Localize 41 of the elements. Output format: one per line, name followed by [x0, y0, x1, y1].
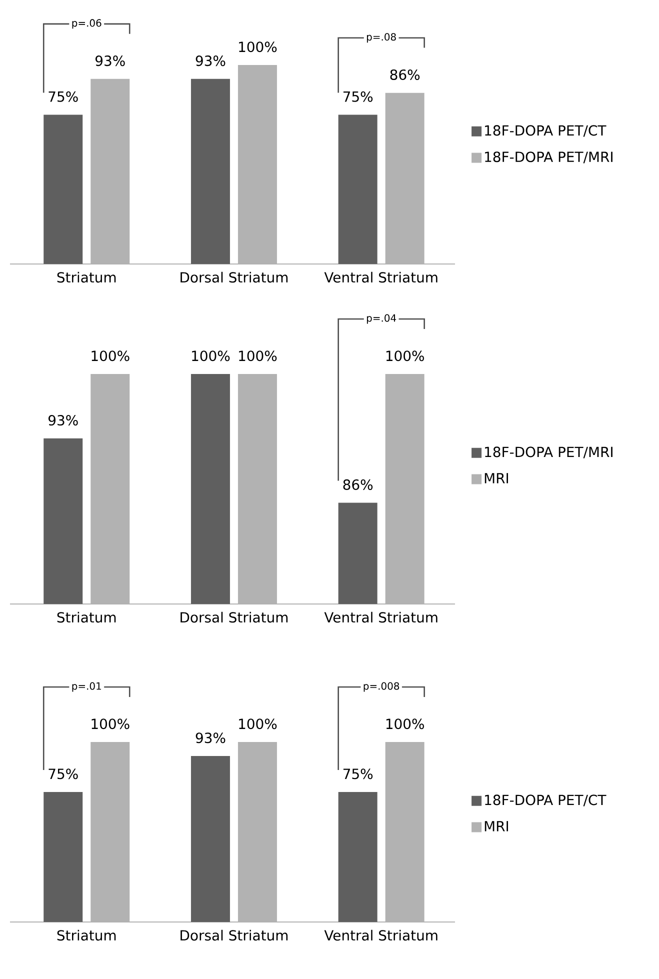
text: p=.008 — [364, 682, 400, 692]
data-label: 75% — [48, 91, 78, 102]
text: p=.08 — [366, 33, 396, 43]
data-label: 100% — [239, 718, 277, 730]
legend-label: 18F-DOPA PET/MRI — [485, 152, 612, 164]
legend-label: MRI — [484, 821, 508, 832]
legend-label: 18F-DOPA PET/CT — [485, 794, 606, 806]
x-tick-label: Striatum — [57, 612, 116, 623]
data-label: 86% — [343, 479, 373, 490]
x-tick-label: Ventral Striatum — [324, 930, 438, 941]
text: p=.06 — [72, 19, 102, 29]
text: p=.04 — [366, 314, 396, 324]
data-label: 93% — [95, 56, 125, 66]
data-label: 100% — [92, 350, 130, 362]
data-label: 100% — [386, 718, 424, 730]
data-label: 86% — [390, 69, 420, 80]
x-tick-label: Ventral Striatum — [324, 612, 438, 623]
data-label: 75% — [48, 768, 78, 780]
x-tick-label: Dorsal Striatum — [180, 930, 288, 941]
data-label: 75% — [343, 91, 373, 102]
legend-label: 18F-DOPA PET/MRI — [485, 446, 612, 458]
bar — [338, 114, 378, 264]
data-label: 93% — [48, 414, 78, 426]
data-label: 100% — [239, 350, 277, 362]
x-tick-label: Striatum — [57, 930, 116, 941]
data-label: 93% — [196, 732, 226, 744]
data-label: 100% — [386, 350, 424, 362]
bar — [190, 78, 230, 264]
text: p=.01 — [72, 682, 101, 692]
legend-label: MRI — [484, 473, 508, 484]
x-tick-label: Ventral Striatum — [324, 272, 438, 283]
data-label: 75% — [343, 768, 373, 780]
x-tick-label: Dorsal Striatum — [180, 272, 288, 283]
x-tick-label: Striatum — [57, 272, 116, 283]
data-label: 93% — [196, 56, 226, 66]
legend-label: 18F-DOPA PET/CT — [485, 125, 606, 137]
bar — [44, 114, 83, 264]
data-label: 100% — [92, 718, 130, 730]
data-label: 100% — [239, 42, 277, 52]
data-label: 100% — [192, 350, 230, 362]
x-tick-label: Dorsal Striatum — [180, 612, 288, 623]
